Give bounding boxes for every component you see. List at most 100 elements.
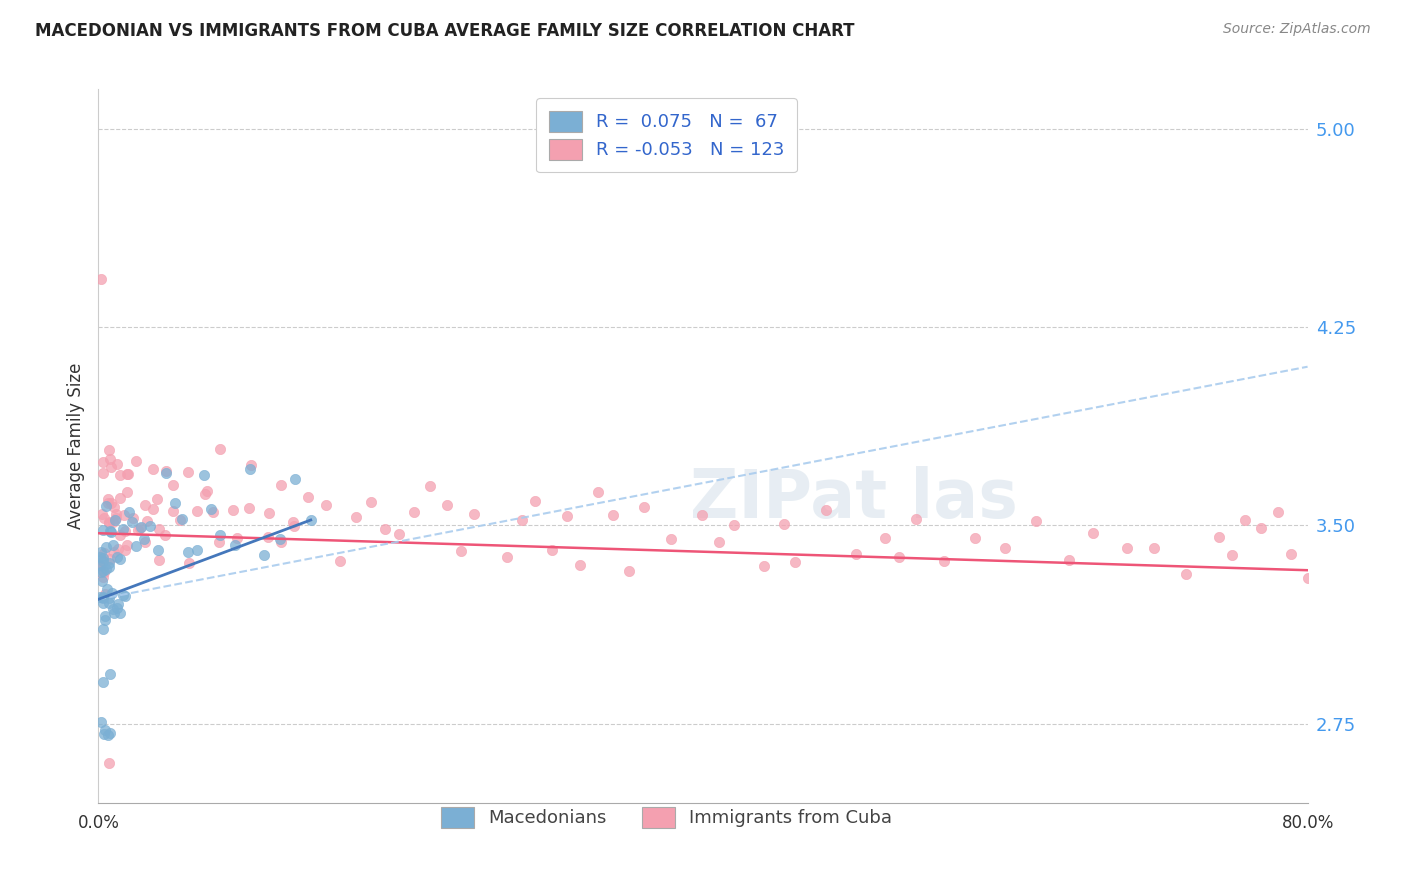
Point <box>98 524 121 539</box>
Point <box>93 596 115 610</box>
Point <box>114 589 136 603</box>
Point <box>108 528 131 542</box>
Point <box>107 541 129 556</box>
Point <box>91 455 114 469</box>
Point <box>108 607 131 621</box>
Point <box>97 728 120 742</box>
Point <box>118 505 141 519</box>
Point <box>134 535 156 549</box>
Point <box>93 466 115 480</box>
Point <box>93 565 115 579</box>
Point <box>1174 567 1197 582</box>
Point <box>253 548 276 562</box>
Text: MACEDONIAN VS IMMIGRANTS FROM CUBA AVERAGE FAMILY SIZE CORRELATION CHART: MACEDONIAN VS IMMIGRANTS FROM CUBA AVERA… <box>35 22 855 40</box>
Point <box>932 554 955 568</box>
Point <box>100 496 122 510</box>
Point <box>510 513 533 527</box>
Point <box>875 532 897 546</box>
Point <box>103 544 125 558</box>
Point <box>1208 530 1230 544</box>
Point <box>96 582 118 596</box>
Point <box>125 539 148 553</box>
Point <box>963 532 986 546</box>
Point <box>104 511 127 525</box>
Point <box>221 503 243 517</box>
Point <box>299 513 322 527</box>
Point <box>104 513 127 527</box>
Point <box>115 538 138 552</box>
Point <box>146 491 169 506</box>
Point <box>524 494 547 508</box>
Point <box>163 496 186 510</box>
Point <box>360 495 382 509</box>
Point <box>89 558 111 573</box>
Point <box>586 485 609 500</box>
Point <box>194 487 217 501</box>
Point <box>170 512 193 526</box>
Point <box>225 532 247 546</box>
Point <box>208 442 231 457</box>
Point <box>91 590 114 604</box>
Point <box>129 520 152 534</box>
Point <box>1143 541 1166 556</box>
Point <box>121 511 143 525</box>
Point <box>96 499 118 513</box>
Point <box>108 467 131 482</box>
Point <box>1116 541 1139 555</box>
Point <box>617 564 640 578</box>
Point <box>142 462 165 476</box>
Point <box>105 601 128 615</box>
Point <box>346 509 368 524</box>
Point <box>121 515 143 529</box>
Point <box>1220 548 1243 562</box>
Text: ZIPat las: ZIPat las <box>690 466 1018 532</box>
Point <box>329 554 352 568</box>
Point <box>186 543 208 558</box>
Point <box>148 543 170 558</box>
Point <box>105 549 128 564</box>
Point <box>97 516 120 531</box>
Point <box>101 515 124 529</box>
Point <box>108 491 131 505</box>
Point <box>450 544 472 558</box>
Point <box>238 500 260 515</box>
Point <box>633 500 655 514</box>
Point <box>208 528 231 542</box>
Point <box>169 513 191 527</box>
Point <box>904 512 927 526</box>
Point <box>127 523 149 537</box>
Point <box>1250 521 1272 535</box>
Point <box>89 590 111 604</box>
Point <box>117 485 139 500</box>
Point <box>100 666 122 681</box>
Point <box>97 591 120 605</box>
Point <box>94 587 117 601</box>
Point <box>98 560 121 574</box>
Point <box>114 524 136 539</box>
Point <box>93 613 115 627</box>
Point <box>297 490 319 504</box>
Point <box>98 756 121 770</box>
Point <box>94 540 117 554</box>
Point <box>202 505 225 519</box>
Point <box>100 452 122 467</box>
Point <box>402 505 425 519</box>
Point <box>177 556 200 570</box>
Point <box>117 467 139 481</box>
Point <box>139 519 162 533</box>
Point <box>90 272 112 286</box>
Point <box>97 442 120 457</box>
Point <box>93 546 115 560</box>
Point <box>93 511 115 525</box>
Point <box>388 527 411 541</box>
Point <box>270 535 292 549</box>
Point <box>98 551 121 566</box>
Point <box>195 483 218 498</box>
Point <box>89 549 111 564</box>
Point <box>284 472 307 486</box>
Point <box>155 527 177 541</box>
Point <box>90 565 112 579</box>
Point <box>200 502 222 516</box>
Point <box>257 531 280 545</box>
Point <box>814 503 837 517</box>
